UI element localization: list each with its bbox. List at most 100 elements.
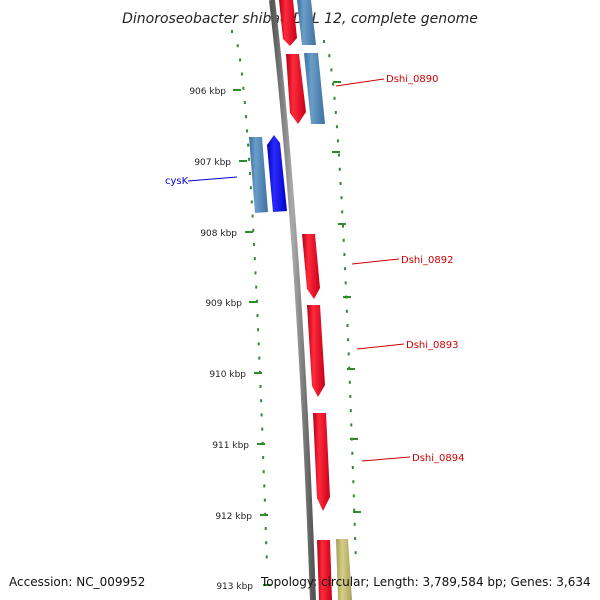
tick-label: 913 kbp: [216, 582, 253, 592]
gene-cds[interactable]: [267, 135, 287, 212]
tick-label: 911 kbp: [212, 441, 249, 451]
tick-mark: [254, 372, 262, 374]
gene-cds[interactable]: [307, 305, 325, 397]
gene-cds[interactable]: [297, 0, 316, 45]
ruler-dot: [263, 484, 266, 488]
tick-mark: [332, 151, 340, 153]
ruler-dot: [243, 101, 246, 104]
ruler-dot: [347, 352, 350, 356]
ruler-dot: [261, 427, 264, 431]
ruler-dot: [350, 423, 353, 427]
leader-line: [361, 456, 411, 462]
ruler-dot: [348, 380, 351, 384]
tick-mark: [260, 514, 268, 516]
ruler-dot: [349, 395, 352, 398]
tick-mark: [338, 223, 346, 225]
ruler-dot: [263, 498, 266, 502]
tick-mark: [353, 511, 361, 513]
ruler-dot: [231, 30, 233, 33]
ruler-dot: [246, 129, 249, 133]
gene-cds[interactable]: [302, 234, 320, 299]
ruler-dot: [339, 182, 342, 185]
ruler-dot: [247, 143, 250, 147]
leader-line: [356, 343, 405, 350]
ruler-dot: [351, 451, 354, 455]
ruler-dot: [344, 281, 347, 285]
ruler-dot: [335, 125, 338, 129]
ruler-dot: [257, 342, 260, 346]
ruler-dot: [354, 551, 357, 555]
ruler-dot: [353, 508, 356, 512]
ruler-dot: [352, 494, 355, 498]
ruler-dot: [351, 466, 354, 469]
ruler-dot: [250, 200, 253, 204]
ruler-dot: [242, 86, 245, 90]
genes: [249, 0, 352, 600]
gene-cds[interactable]: [304, 53, 325, 124]
tick-mark: [239, 160, 247, 162]
ruler-dot: [260, 399, 263, 403]
tick-label: 909 kbp: [205, 299, 242, 309]
ruler-dot: [265, 541, 268, 545]
tick-label: 912 kbp: [215, 512, 252, 522]
ruler-dot: [334, 111, 337, 114]
tick-mark: [350, 438, 358, 440]
gene-cds[interactable]: [317, 540, 332, 600]
ruler-dot: [354, 537, 357, 540]
tick-mark: [347, 368, 355, 370]
gene-cds[interactable]: [336, 539, 352, 600]
ruler-dot: [236, 44, 239, 48]
ruler-dot: [253, 243, 256, 246]
genome-backbone: [269, 0, 316, 600]
ruler-dot: [353, 522, 356, 526]
ruler-dot: [346, 324, 349, 327]
ruler-dot: [249, 186, 252, 190]
ruler-dot: [260, 413, 263, 417]
tick-mark: [333, 81, 341, 83]
tick-mark: [249, 301, 257, 303]
ruler-dot: [257, 328, 260, 332]
gene-label-cysk[interactable]: cysK: [165, 176, 189, 187]
ruler-dot: [345, 309, 348, 313]
ruler-dot: [342, 224, 344, 228]
leader-line: [351, 258, 400, 265]
tick-label: 908 kbp: [200, 229, 237, 239]
ruler-dot: [239, 58, 242, 62]
ruler-dot: [245, 115, 247, 119]
tick-mark: [245, 231, 253, 233]
ruler-dot: [337, 153, 340, 157]
ruler-dot: [343, 253, 346, 256]
ruler-dot: [254, 271, 257, 275]
ruler-dot: [256, 314, 259, 317]
tick-mark: [343, 296, 351, 298]
ruler-dot: [328, 54, 331, 58]
ruler-dot: [347, 338, 350, 342]
ruler-dot: [323, 40, 325, 43]
ruler-dot: [240, 72, 243, 76]
ruler-dot: [336, 139, 339, 143]
ruler-dot: [249, 172, 251, 175]
ruler-dot: [252, 228, 255, 232]
ruler-dot: [258, 356, 261, 360]
gene-label-dshi-0894[interactable]: Dshi_0894: [412, 453, 464, 464]
ruler-dot: [248, 157, 251, 161]
tick-labels: 906 kbp 907 kbp 908 kbp 909 kbp 910 kbp …: [189, 87, 253, 592]
gene-cds[interactable]: [249, 137, 268, 213]
ruler-dot: [338, 167, 341, 171]
ruler-dot: [262, 470, 265, 474]
gene-label-dshi-0892[interactable]: Dshi_0892: [401, 255, 453, 266]
tick-label: 906 kbp: [189, 87, 226, 97]
leader-line: [187, 176, 238, 182]
tick-label: 907 kbp: [194, 158, 231, 168]
ruler-dot: [330, 68, 333, 72]
gene-cds[interactable]: [313, 413, 330, 511]
gene-cds[interactable]: [279, 0, 297, 46]
ruler-dot: [333, 96, 336, 100]
gene-label-dshi-0890[interactable]: Dshi_0890: [386, 74, 438, 85]
ruler-dot: [332, 82, 335, 86]
ruler-dot: [262, 456, 265, 459]
tick-mark: [257, 443, 265, 445]
ruler-dot: [255, 285, 258, 289]
gene-label-dshi-0893[interactable]: Dshi_0893: [406, 340, 458, 351]
gene-cds[interactable]: [286, 54, 306, 124]
